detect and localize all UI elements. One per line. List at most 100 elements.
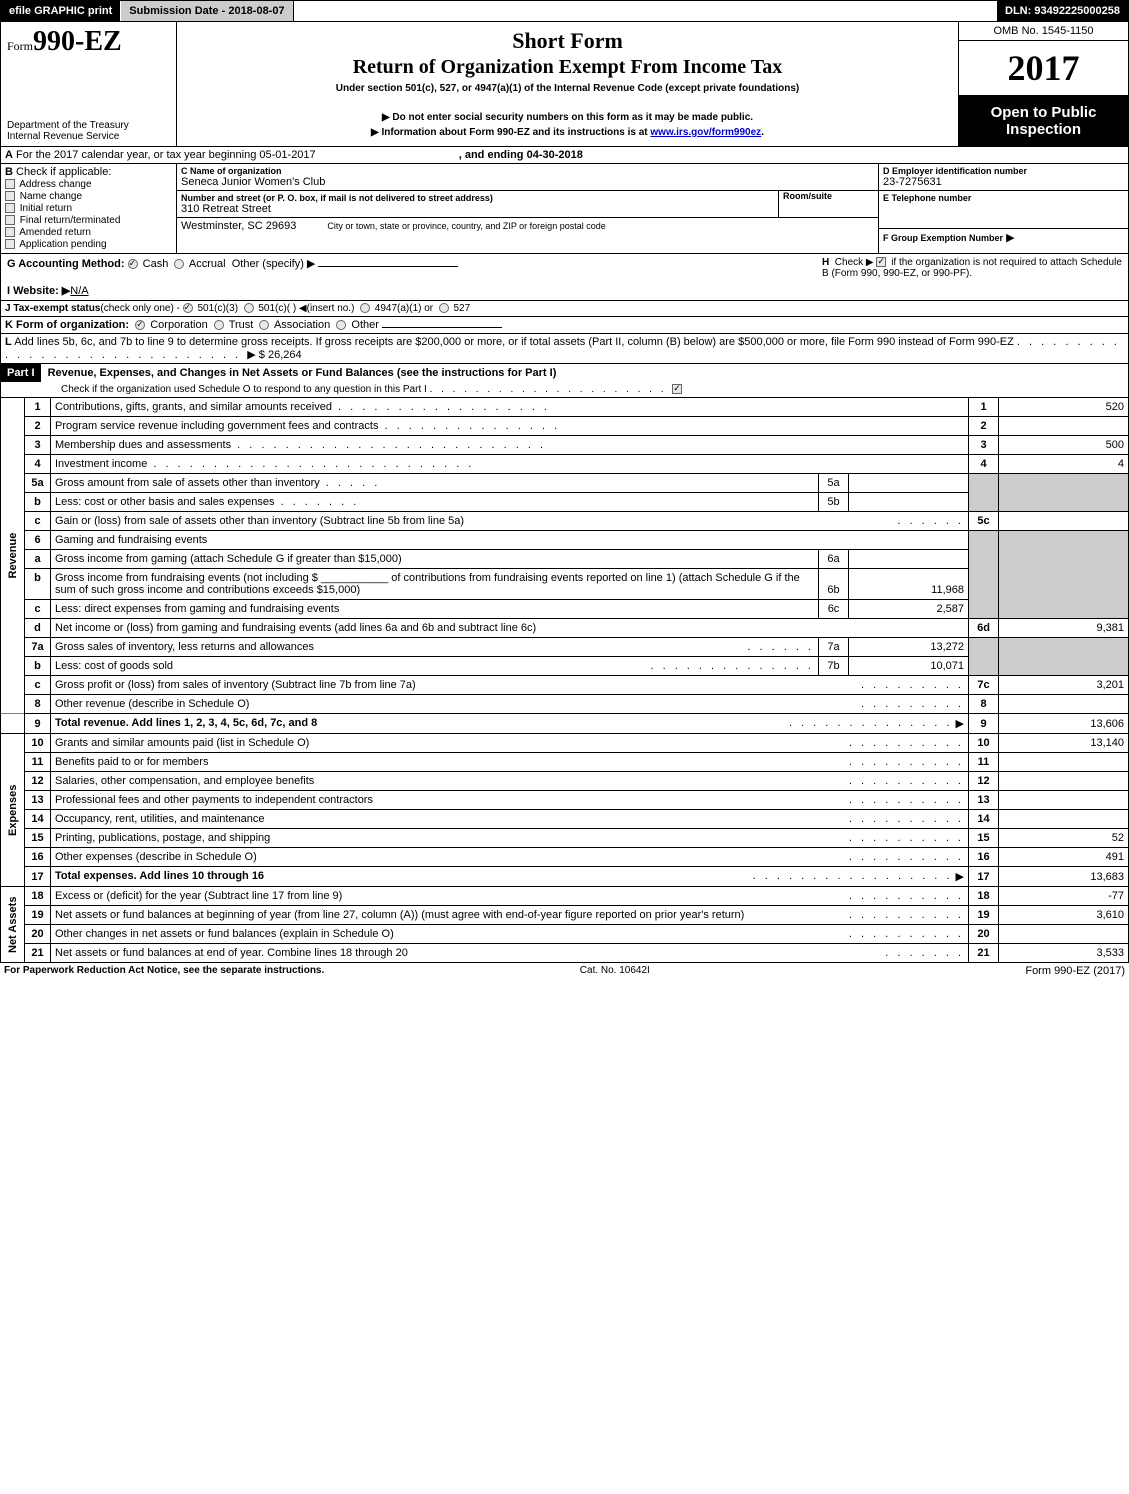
line-value: 3,533 bbox=[999, 944, 1129, 963]
radio-4947[interactable] bbox=[360, 303, 370, 313]
checkbox-application-pending[interactable]: Application pending bbox=[5, 239, 172, 250]
efile-print-button[interactable]: efile GRAPHIC print bbox=[1, 1, 121, 21]
section-gh: G Accounting Method: Cash Accrual Other … bbox=[0, 254, 1129, 301]
line-box: 13 bbox=[969, 791, 999, 810]
part-i-label: Part I bbox=[1, 364, 41, 382]
checkbox-schedule-b[interactable] bbox=[876, 257, 886, 267]
checkbox-address-change[interactable]: Address change bbox=[5, 179, 172, 190]
sub-line-value bbox=[849, 550, 969, 569]
org-name-label: C Name of organization bbox=[181, 166, 874, 176]
opt-527: 527 bbox=[453, 303, 470, 314]
line-box: 8 bbox=[969, 695, 999, 714]
part-i-header: Part I Revenue, Expenses, and Changes in… bbox=[0, 364, 1129, 398]
street-label: Number and street (or P. O. box, if mail… bbox=[181, 193, 778, 203]
line-num: 7a bbox=[25, 638, 51, 657]
radio-corporation[interactable] bbox=[135, 320, 145, 330]
line-box: 4 bbox=[969, 455, 999, 474]
line-value: 491 bbox=[999, 848, 1129, 867]
line-num: 11 bbox=[25, 753, 51, 772]
info-text: ▶ Information about Form 990-EZ and its … bbox=[371, 127, 650, 138]
part-i-sub: Check if the organization used Schedule … bbox=[61, 384, 427, 395]
open-to-public: Open to Public Inspection bbox=[959, 96, 1128, 146]
other-specify-input[interactable] bbox=[318, 266, 458, 267]
opt-other: Other (specify) ▶ bbox=[232, 258, 316, 270]
line-box: 15 bbox=[969, 829, 999, 848]
section-def: D Employer identification number 23-7275… bbox=[878, 164, 1128, 253]
line-3: 3 Membership dues and assessments . . . … bbox=[1, 436, 1129, 455]
side-expenses: Expenses bbox=[1, 734, 25, 887]
line-desc: Net income or (loss) from gaming and fun… bbox=[51, 619, 969, 638]
line-num: 6 bbox=[25, 531, 51, 550]
radio-cash[interactable] bbox=[128, 259, 138, 269]
line-num: 1 bbox=[25, 398, 51, 417]
line-num: c bbox=[25, 600, 51, 619]
line-num: 5a bbox=[25, 474, 51, 493]
section-k: K Form of organization: Corporation Trus… bbox=[0, 317, 1129, 334]
line-value bbox=[999, 925, 1129, 944]
line-box: 6d bbox=[969, 619, 999, 638]
part-i-table: Revenue 1 Contributions, gifts, grants, … bbox=[0, 398, 1129, 963]
line-num: b bbox=[25, 493, 51, 512]
line-14: 14 Occupancy, rent, utilities, and maint… bbox=[1, 810, 1129, 829]
line-6b: b Gross income from fundraising events (… bbox=[1, 569, 1129, 600]
shade-cell bbox=[999, 474, 1129, 512]
footer-form: Form 990-EZ (2017) bbox=[1025, 965, 1125, 977]
phone-label: E Telephone number bbox=[883, 193, 1124, 203]
line-desc: Membership dues and assessments bbox=[55, 439, 231, 451]
radio-other-org[interactable] bbox=[336, 320, 346, 330]
line-num: c bbox=[25, 512, 51, 531]
line-value: 13,140 bbox=[999, 734, 1129, 753]
irs-link[interactable]: www.irs.gov/form990ez bbox=[650, 127, 761, 138]
radio-501c3[interactable] bbox=[183, 303, 193, 313]
sub-line-num: 6b bbox=[819, 569, 849, 600]
line-6a: a Gross income from gaming (attach Sched… bbox=[1, 550, 1129, 569]
tax-year: 2017 bbox=[959, 41, 1128, 96]
sub-line-value: 2,587 bbox=[849, 600, 969, 619]
line-value bbox=[999, 417, 1129, 436]
checkbox-name-change[interactable]: Name change bbox=[5, 191, 172, 202]
line-21: 21 Net assets or fund balances at end of… bbox=[1, 944, 1129, 963]
line-value: 500 bbox=[999, 436, 1129, 455]
line-5c: c Gain or (loss) from sale of assets oth… bbox=[1, 512, 1129, 531]
section-a: A For the 2017 calendar year, or tax yea… bbox=[0, 147, 1129, 164]
subtitle-ssn: ▶ Do not enter social security numbers o… bbox=[187, 112, 948, 123]
street-box: Number and street (or P. O. box, if mail… bbox=[177, 191, 878, 218]
section-j-note: (check only one) - bbox=[100, 303, 182, 314]
line-desc: Other expenses (describe in Schedule O) bbox=[55, 851, 257, 863]
line-16: 16 Other expenses (describe in Schedule … bbox=[1, 848, 1129, 867]
radio-association[interactable] bbox=[259, 320, 269, 330]
line-num: 15 bbox=[25, 829, 51, 848]
line-value bbox=[999, 695, 1129, 714]
line-num: 8 bbox=[25, 695, 51, 714]
line-desc: Salaries, other compensation, and employ… bbox=[55, 775, 314, 787]
shade-cell bbox=[969, 638, 999, 676]
line-value bbox=[999, 810, 1129, 829]
checkbox-initial-return[interactable]: Initial return bbox=[5, 203, 172, 214]
street: 310 Retreat Street bbox=[181, 203, 778, 215]
opt-association: Association bbox=[274, 319, 330, 331]
line-num: d bbox=[25, 619, 51, 638]
shade-cell bbox=[969, 531, 999, 619]
checkbox-schedule-o[interactable] bbox=[672, 384, 682, 394]
line-value: 9,381 bbox=[999, 619, 1129, 638]
other-org-input[interactable] bbox=[382, 327, 502, 328]
line-desc: Gaming and fundraising events bbox=[51, 531, 969, 550]
line-6: 6 Gaming and fundraising events bbox=[1, 531, 1129, 550]
line-19: 19 Net assets or fund balances at beginn… bbox=[1, 906, 1129, 925]
line-desc: Gain or (loss) from sale of assets other… bbox=[55, 515, 464, 527]
checkbox-final-return[interactable]: Final return/terminated bbox=[5, 215, 172, 226]
line-8: 8 Other revenue (describe in Schedule O)… bbox=[1, 695, 1129, 714]
line-num: 12 bbox=[25, 772, 51, 791]
checkbox-amended-return[interactable]: Amended return bbox=[5, 227, 172, 238]
radio-trust[interactable] bbox=[214, 320, 224, 330]
radio-527[interactable] bbox=[439, 303, 449, 313]
radio-501c[interactable] bbox=[244, 303, 254, 313]
line-5b: b Less: cost or other basis and sales ex… bbox=[1, 493, 1129, 512]
line-num: 3 bbox=[25, 436, 51, 455]
radio-accrual[interactable] bbox=[174, 259, 184, 269]
section-b-label: B bbox=[5, 166, 13, 178]
opt-501c: 501(c)( ) ◀(insert no.) bbox=[258, 303, 354, 314]
page-footer: For Paperwork Reduction Act Notice, see … bbox=[0, 963, 1129, 979]
dept-line2: Internal Revenue Service bbox=[7, 131, 170, 142]
opt-501c3: 501(c)(3) bbox=[197, 303, 238, 314]
